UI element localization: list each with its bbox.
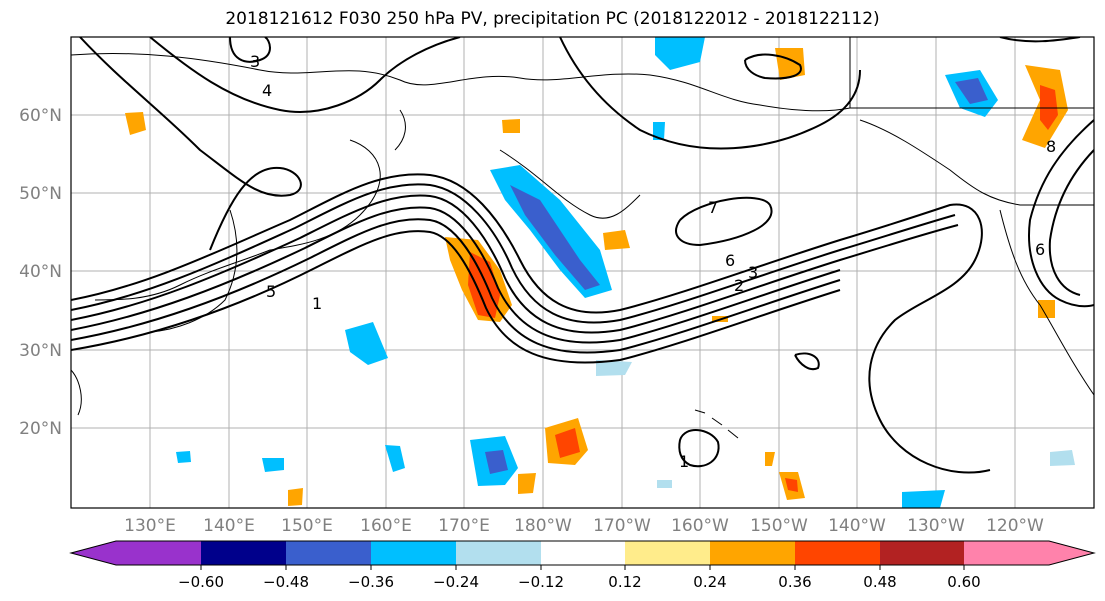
colorbar-tick-label: 0.24	[693, 573, 726, 591]
colorbar-tick-label: 0.48	[863, 573, 896, 591]
colorbar-tick-label: −0.24	[433, 573, 479, 591]
colorbar-low-extension	[71, 541, 117, 565]
figure-title: 2018121612 F030 250 hPa PV, precipitatio…	[225, 9, 880, 29]
colorbar-segment	[625, 541, 711, 565]
colorbar-segment	[795, 541, 881, 565]
colorbar-segment	[541, 541, 627, 565]
colorbar-segment	[456, 541, 542, 565]
colorbar-tick-label: 0.12	[608, 573, 641, 591]
colorbar-tick-label: −0.12	[518, 573, 564, 591]
contour-label: 5	[266, 282, 276, 301]
colorbar-segment	[201, 541, 287, 565]
lon-label: 120°W	[986, 516, 1044, 536]
colorbar-segment	[286, 541, 372, 565]
latitude-labels: 60°N 50°N 40°N 30°N 20°N	[19, 106, 62, 439]
precipitation-shading	[125, 37, 1075, 508]
lon-label: 170°E	[438, 516, 490, 536]
contour-label: 2	[734, 276, 744, 295]
colorbar-tick-label: −0.36	[348, 573, 394, 591]
colorbar-tick-label: −0.48	[263, 573, 309, 591]
lon-label: 130°W	[907, 516, 965, 536]
lon-label: 140°E	[203, 516, 255, 536]
coastlines	[71, 37, 1094, 439]
lon-label: 160°E	[360, 516, 412, 536]
colorbar-segment	[964, 541, 1050, 565]
lon-label: 180°W	[514, 516, 572, 536]
contour-label: 3	[250, 52, 260, 71]
contour-label: 4	[262, 81, 272, 100]
pv-contours	[71, 37, 1094, 474]
contour-label: 6	[1035, 240, 1045, 259]
lat-label: 40°N	[19, 262, 62, 282]
contour-label: 6	[725, 251, 735, 270]
lon-label: 160°W	[671, 516, 729, 536]
lon-label: 150°E	[281, 516, 333, 536]
colorbar-segment	[116, 541, 202, 565]
colorbar-segment	[880, 541, 966, 565]
colorbar-high-extension	[1049, 541, 1094, 565]
colorbar-outline	[69, 540, 1096, 566]
lon-label: 140°W	[828, 516, 886, 536]
colorbar-segment	[710, 541, 796, 565]
lon-label: 150°W	[750, 516, 808, 536]
contour-label: 8	[1046, 137, 1056, 156]
colorbar-segment	[371, 541, 457, 565]
colorbar-tick-label: −0.60	[178, 573, 224, 591]
lon-label: 170°W	[593, 516, 651, 536]
lat-label: 50°N	[19, 184, 62, 204]
contour-label: 3	[748, 263, 758, 282]
colorbar-tick-label: 0.36	[778, 573, 811, 591]
contour-label: 1	[679, 452, 689, 471]
colorbar: −0.60 −0.48 −0.36 −0.24 −0.12 0.12 0.24 …	[69, 540, 1096, 591]
map-panel: 3 4 5 6 7 8 1 2 3 6 1	[71, 37, 1094, 508]
map-frame	[70, 36, 1095, 509]
lat-label: 30°N	[19, 341, 62, 361]
lat-label: 20°N	[19, 419, 62, 439]
contour-label: 1	[312, 294, 322, 313]
contour-label: 7	[708, 198, 718, 217]
colorbar-tick-label: 0.60	[947, 573, 980, 591]
lon-label: 130°E	[124, 516, 176, 536]
lat-label: 60°N	[19, 106, 62, 126]
longitude-labels: 130°E 140°E 150°E 160°E 170°E 180°W 170°…	[124, 516, 1044, 536]
contour-labels: 3 4 5 6 7 8 1 2 3 6 1	[250, 52, 1056, 471]
